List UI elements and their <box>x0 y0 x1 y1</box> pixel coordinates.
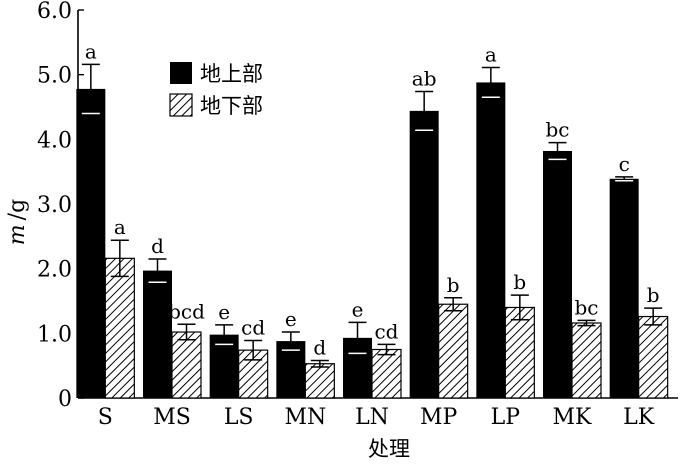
significance-label: bcd <box>168 299 205 323</box>
axes: 0 1.0 2.0 3.0 4.0 5.0 6.0 S MS LS MN LN MP LP MK LK <box>37 0 678 430</box>
significance-label: a <box>114 215 126 239</box>
bar-aboveground <box>143 270 172 398</box>
significance-label: a <box>485 43 497 67</box>
x-tick-label: S <box>98 405 113 430</box>
significance-label: b <box>447 273 460 297</box>
significance-label: cd <box>241 315 265 339</box>
bar-belowground <box>304 363 335 399</box>
legend-label-belowground: 地下部 <box>200 94 263 118</box>
bar-belowground <box>104 257 135 399</box>
x-tick-label: MN <box>284 405 326 430</box>
significance-label: b <box>513 270 526 294</box>
significance-label: d <box>313 335 326 359</box>
y-tick-label: 5.0 <box>37 64 72 89</box>
significance-label: bc <box>574 295 598 319</box>
bar-aboveground <box>476 82 506 398</box>
y-axis-label: m/g <box>5 199 30 245</box>
significance-label: e <box>352 297 364 321</box>
x-tick-label: MS <box>153 405 191 430</box>
x-tick-label: MP <box>420 405 458 430</box>
x-tick-label: LP <box>491 405 521 430</box>
y-tick-label: 4.0 <box>37 128 72 153</box>
legend-label-aboveground: 地上部 <box>200 62 263 86</box>
y-tick-label: 2.0 <box>37 258 72 283</box>
bar-belowground <box>438 303 469 399</box>
y-tick-label: 0 <box>58 387 72 412</box>
bar-aboveground <box>609 178 639 398</box>
x-axis-label: 处理 <box>368 437 410 461</box>
x-tick-label: LS <box>224 405 254 430</box>
x-tick-label: LK <box>623 405 655 430</box>
bar-belowground <box>504 306 535 399</box>
bars <box>76 82 669 399</box>
x-tick-label: LN <box>355 405 389 430</box>
significance-label: d <box>151 234 164 258</box>
significance-label: e <box>218 300 230 324</box>
bar-belowground <box>371 348 402 399</box>
y-axis-label-symbol: m <box>5 224 30 245</box>
error-bars <box>81 63 663 368</box>
significance-label: bc <box>545 118 569 142</box>
bar-aboveground <box>209 334 239 398</box>
legend: 地上部 地下部 <box>169 62 263 118</box>
significance-label: cd <box>374 319 398 343</box>
x-tick-label: MK <box>553 405 593 430</box>
bar-aboveground <box>409 110 439 398</box>
significance-label: c <box>619 152 630 176</box>
legend-swatch-solid <box>170 62 192 84</box>
significance-label: ab <box>412 66 437 90</box>
bar-belowground <box>571 322 602 399</box>
y-axis-label-text: m/g <box>5 199 30 245</box>
y-tick-label: 1.0 <box>37 322 72 347</box>
bar-belowground <box>171 331 202 399</box>
legend-swatch-hatched <box>169 93 193 117</box>
significance-label: a <box>85 39 97 63</box>
bar-aboveground <box>543 150 572 398</box>
significance-label: e <box>285 307 297 331</box>
y-tick-label: 6.0 <box>37 0 72 24</box>
bar-aboveground <box>76 88 106 398</box>
bar-belowground <box>638 315 669 399</box>
y-tick-label: 3.0 <box>37 193 72 218</box>
significance-label: b <box>647 283 660 307</box>
y-axis-label-unit: /g <box>5 199 30 221</box>
